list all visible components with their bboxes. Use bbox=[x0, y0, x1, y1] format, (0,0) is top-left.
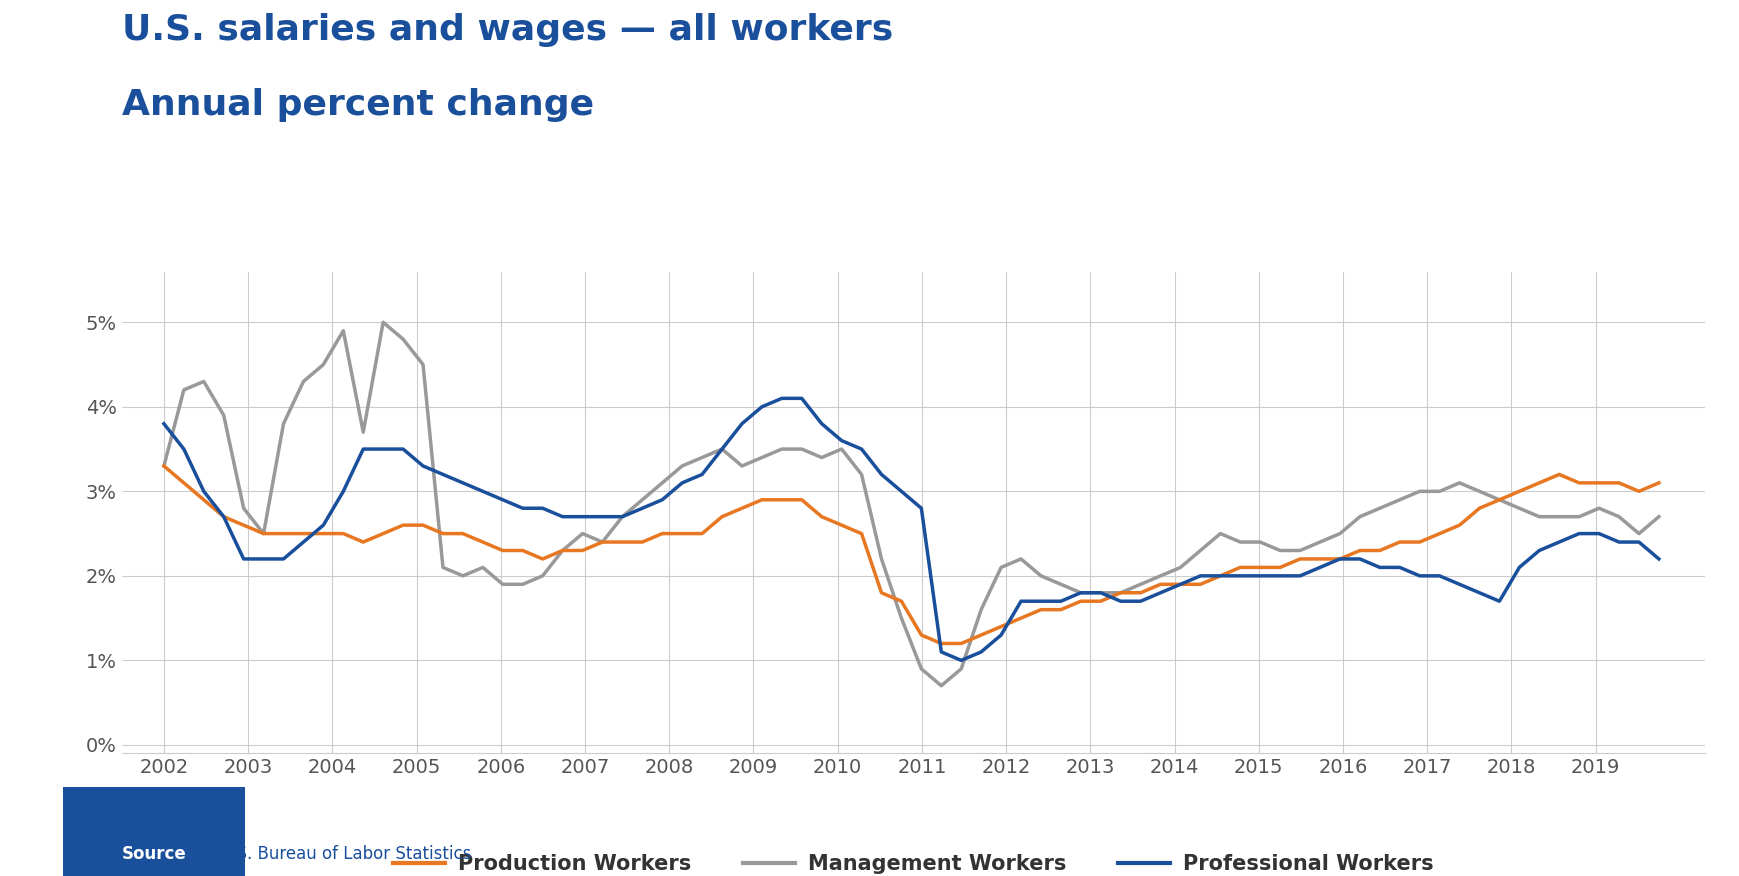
Text: U.S. salaries and wages — all workers: U.S. salaries and wages — all workers bbox=[122, 13, 892, 47]
Text: Annual percent change: Annual percent change bbox=[122, 88, 593, 122]
Legend: Production Workers, Management Workers, Professional Workers: Production Workers, Management Workers, … bbox=[384, 845, 1442, 876]
Text: Source: Source bbox=[122, 845, 186, 863]
Text: U.S. Bureau of Labor Statistics: U.S. Bureau of Labor Statistics bbox=[219, 845, 471, 863]
